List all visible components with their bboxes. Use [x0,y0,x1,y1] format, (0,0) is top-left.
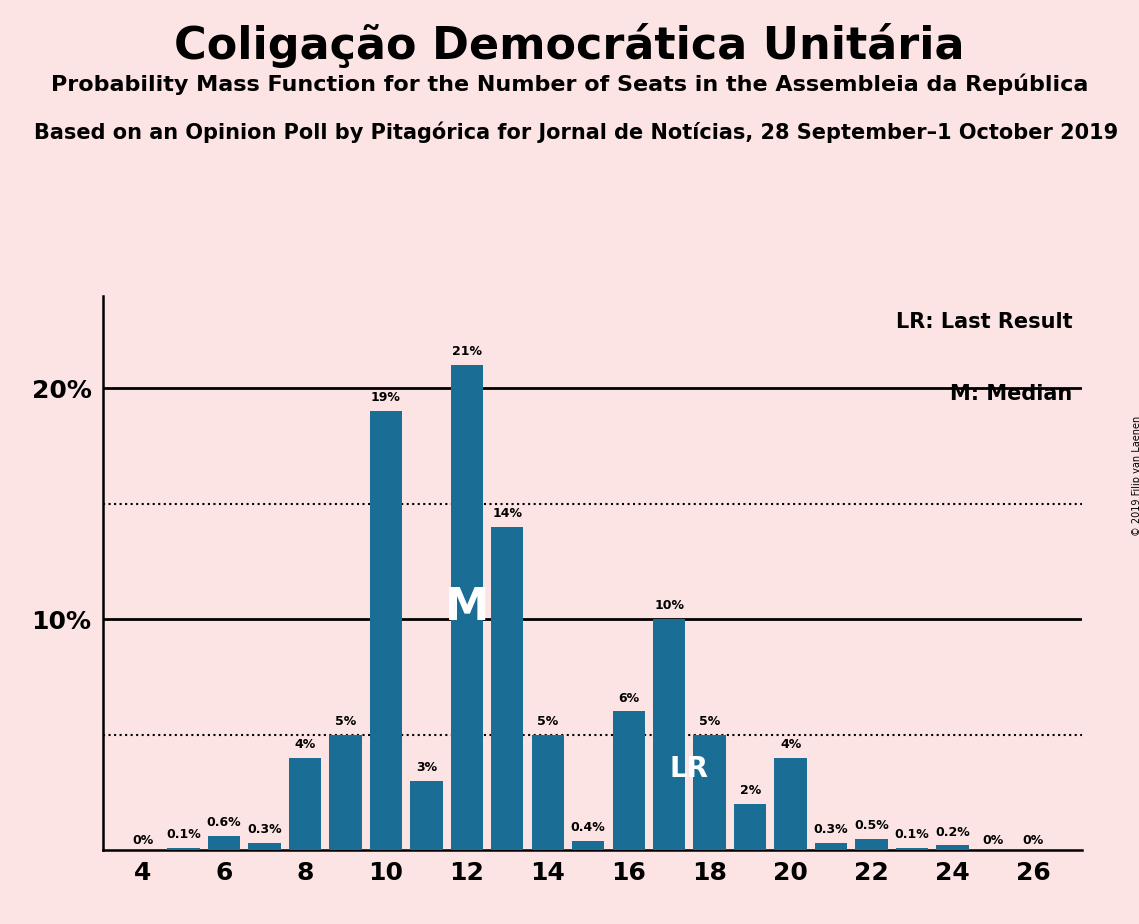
Text: 5%: 5% [335,714,357,728]
Text: 0%: 0% [982,833,1003,846]
Text: M: Median: M: Median [950,384,1072,405]
Text: 4%: 4% [294,737,316,750]
Bar [410,781,443,850]
Text: Based on an Opinion Poll by Pitagórica for Jornal de Notícias, 28 September–1 Oc: Based on an Opinion Poll by Pitagórica f… [34,122,1118,143]
Bar [734,804,767,850]
Text: 0.6%: 0.6% [206,816,241,830]
Text: 0%: 0% [132,833,154,846]
Bar [248,843,280,850]
Bar [329,735,361,850]
Bar [451,365,483,850]
Bar [936,845,968,850]
Bar [855,839,887,850]
Text: LR: LR [670,755,708,784]
Text: 14%: 14% [492,506,523,519]
Text: 6%: 6% [618,691,639,704]
Bar [207,836,240,850]
Bar [775,758,806,850]
Text: 3%: 3% [416,760,437,774]
Text: LR: Last Result: LR: Last Result [895,312,1072,333]
Text: 21%: 21% [452,345,482,359]
Text: M: M [444,586,489,629]
Text: 2%: 2% [739,784,761,796]
Text: 5%: 5% [538,714,558,728]
Text: 5%: 5% [699,714,720,728]
Bar [694,735,726,850]
Text: 0.4%: 0.4% [571,821,606,833]
Text: 19%: 19% [371,391,401,405]
Bar [370,411,402,850]
Text: 0%: 0% [1023,833,1044,846]
Bar [814,843,847,850]
Bar [532,735,564,850]
Text: 10%: 10% [654,599,685,612]
Bar [167,848,199,850]
Text: © 2019 Filip van Laenen: © 2019 Filip van Laenen [1132,416,1139,536]
Text: 0.3%: 0.3% [813,823,849,836]
Text: 0.5%: 0.5% [854,819,888,832]
Bar [491,527,524,850]
Bar [572,841,605,850]
Text: 4%: 4% [780,737,801,750]
Bar [896,848,928,850]
Text: 0.1%: 0.1% [894,828,929,841]
Bar [288,758,321,850]
Text: Probability Mass Function for the Number of Seats in the Assembleia da República: Probability Mass Function for the Number… [51,74,1088,95]
Text: 0.1%: 0.1% [166,828,200,841]
Text: Coligação Democrática Unitária: Coligação Democrática Unitária [174,23,965,68]
Bar [613,711,645,850]
Text: 0.3%: 0.3% [247,823,281,836]
Text: 0.2%: 0.2% [935,825,970,839]
Bar [653,619,686,850]
